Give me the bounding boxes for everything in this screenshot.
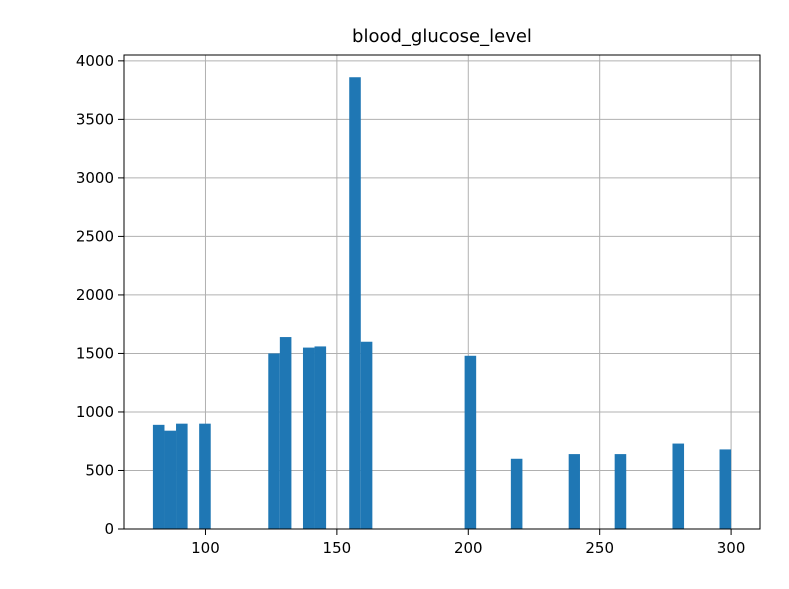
x-tick-label: 250 [585, 539, 614, 557]
y-tick-label: 2000 [76, 286, 114, 304]
histogram-bar [268, 353, 280, 529]
histogram-bar [349, 77, 361, 530]
y-tick-label: 500 [85, 461, 114, 479]
chart-title: blood_glucose_level [352, 26, 532, 47]
histogram-bars [152, 77, 732, 530]
histogram-bar [152, 424, 165, 529]
x-tick-label: 150 [323, 539, 352, 557]
x-axis-ticks: 100 150 200 250 300 [191, 529, 745, 557]
histogram-bar [279, 337, 292, 529]
histogram-bar [510, 458, 523, 529]
y-tick-label: 2500 [76, 227, 114, 245]
x-tick-label: 100 [191, 539, 220, 557]
grid-lines [124, 55, 760, 530]
y-tick-label: 3500 [76, 110, 114, 128]
y-axis-ticks: 0 500 1000 1500 2000 2500 3000 3500 4000 [76, 52, 124, 538]
histogram-bar [164, 430, 177, 529]
histogram-bar [360, 341, 373, 529]
histogram-bar [314, 346, 327, 529]
y-tick-label: 0 [104, 520, 114, 538]
axes-frame [123, 54, 761, 530]
histogram-bar [719, 449, 732, 529]
x-tick-label: 200 [454, 539, 483, 557]
histogram-bar [614, 454, 627, 529]
histogram-bar [176, 423, 188, 529]
histogram-bar [568, 454, 580, 529]
histogram-bar [199, 423, 211, 529]
histogram-bar [302, 347, 315, 529]
histogram-bar [464, 355, 477, 529]
histogram-bar [672, 443, 685, 529]
y-tick-label: 1500 [76, 344, 114, 362]
y-tick-label: 3000 [76, 169, 114, 187]
y-tick-label: 1000 [76, 403, 114, 421]
x-tick-label: 300 [717, 539, 746, 557]
y-tick-label: 4000 [76, 52, 114, 70]
